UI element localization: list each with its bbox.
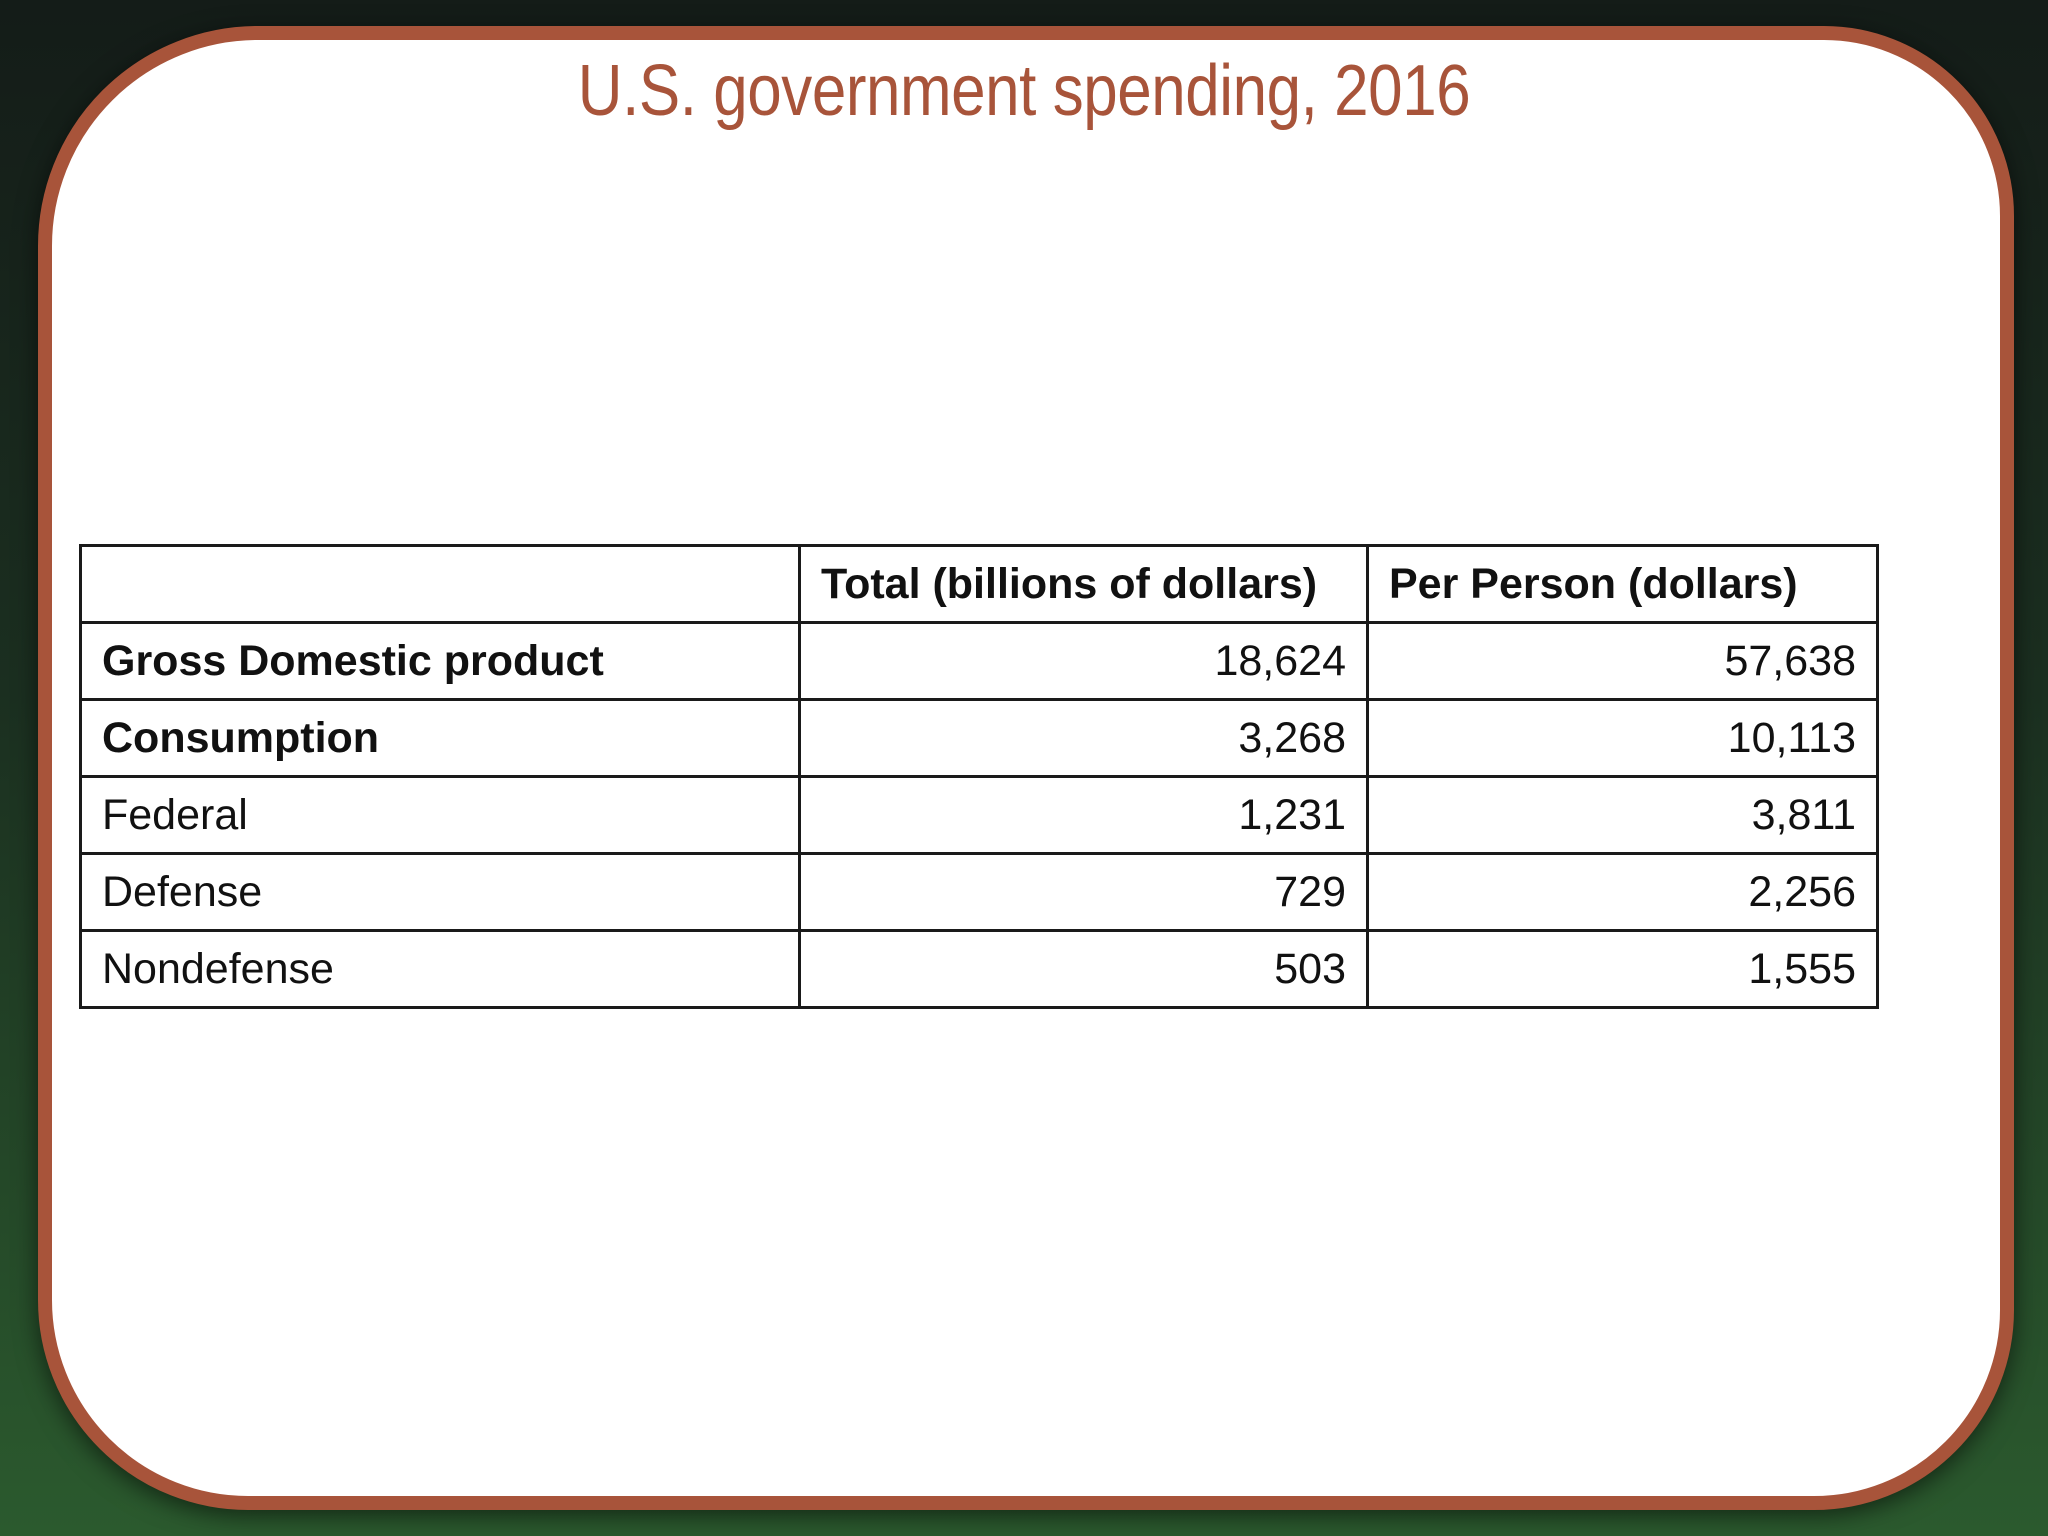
row-label: Gross Domestic product: [79, 621, 801, 701]
row-per-person: 3,811: [1366, 775, 1879, 855]
row-per-person: 2,256: [1366, 852, 1879, 932]
row-total: 1,231: [798, 775, 1369, 855]
slide-title: U.S. government spending, 2016: [577, 51, 1471, 131]
row-total: 18,624: [798, 621, 1369, 701]
row-label: Federal: [79, 775, 801, 855]
header-per-person: Per Person (dollars): [1366, 544, 1879, 624]
row-per-person: 10,113: [1366, 698, 1879, 778]
table-row: Nondefense 503 1,555: [79, 929, 1879, 1009]
row-total: 3,268: [798, 698, 1369, 778]
header-total: Total (billions of dollars): [798, 544, 1369, 624]
row-label: Consumption: [79, 698, 801, 778]
table-row: Federal 1,231 3,811: [79, 775, 1879, 855]
header-empty: [79, 544, 801, 624]
table-header-row: Total (billions of dollars) Per Person (…: [79, 544, 1879, 624]
row-total: 503: [798, 929, 1369, 1009]
spending-table: Total (billions of dollars) Per Person (…: [79, 544, 1879, 1009]
row-label: Defense: [79, 852, 801, 932]
table-row: Gross Domestic product 18,624 57,638: [79, 621, 1879, 701]
row-label: Nondefense: [79, 929, 801, 1009]
row-total: 729: [798, 852, 1369, 932]
row-per-person: 1,555: [1366, 929, 1879, 1009]
table-row: Consumption 3,268 10,113: [79, 698, 1879, 778]
table-row: Defense 729 2,256: [79, 852, 1879, 932]
row-per-person: 57,638: [1366, 621, 1879, 701]
